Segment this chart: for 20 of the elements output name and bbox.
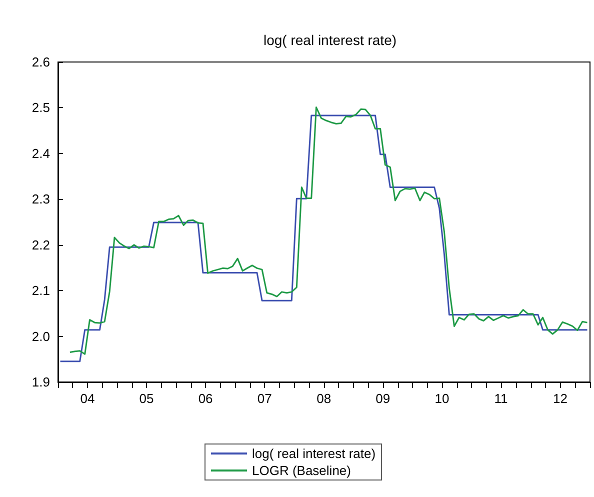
x-tick-label: 08 [316, 391, 332, 406]
x-tick-label: 10 [434, 391, 450, 406]
y-tick-label: 2.0 [32, 328, 50, 344]
y-tick-label: 1.9 [32, 374, 50, 390]
chart-title: log( real interest rate) [263, 32, 397, 48]
legend-label: log( real interest rate) [252, 446, 376, 461]
legend-label: LOGR (Baseline) [252, 463, 351, 478]
y-tick-label: 2.5 [32, 100, 50, 116]
y-tick-label: 2.4 [32, 146, 50, 161]
y-tick-label: 2.3 [32, 192, 50, 207]
x-tick-label: 11 [494, 391, 508, 406]
x-tick-label: 09 [376, 391, 390, 406]
x-tick-label: 07 [257, 391, 272, 406]
x-tick-label: 05 [139, 391, 154, 406]
x-tick-label: 06 [198, 391, 213, 406]
y-tick-label: 2.6 [32, 54, 50, 70]
x-tick-label: 12 [552, 391, 568, 406]
y-tick-label: 2.1 [32, 283, 50, 298]
y-tick-label: 2.2 [32, 237, 50, 252]
x-tick-label: 04 [80, 391, 95, 406]
